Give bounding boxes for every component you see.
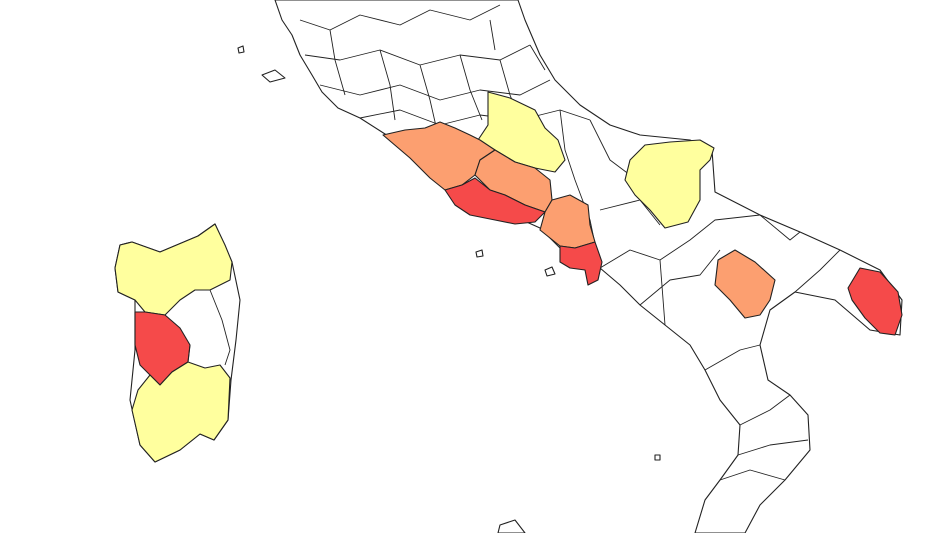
province-p7[interactable] [624, 139, 715, 229]
province-p6[interactable] [559, 241, 603, 286]
province-p8[interactable] [714, 249, 776, 319]
province-p9[interactable] [847, 267, 903, 336]
province-p12[interactable] [131, 361, 231, 463]
province-p5[interactable] [539, 194, 596, 249]
sardinia-borders [187, 289, 231, 366]
small-islands [237, 45, 661, 533]
province-borders [299, 4, 841, 481]
highlighted-provinces [114, 91, 903, 463]
